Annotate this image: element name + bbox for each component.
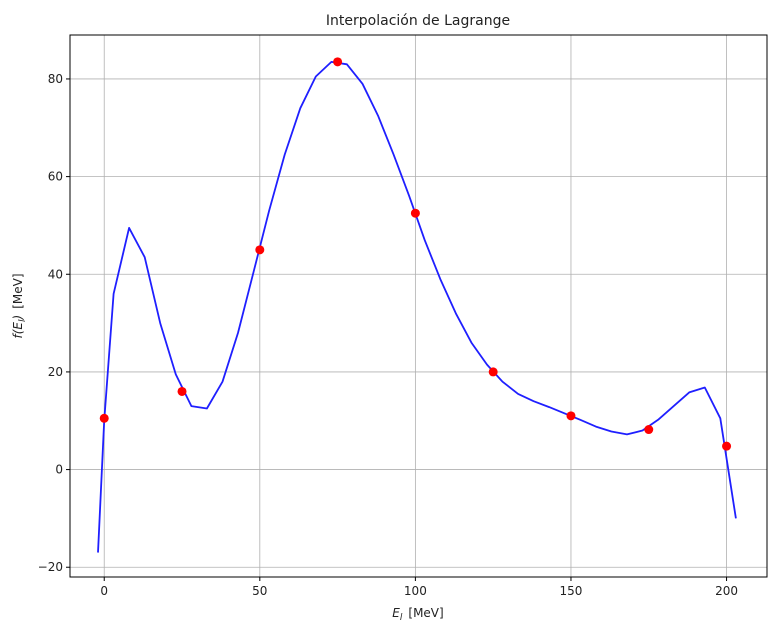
x-axis-label-unit: [MeV] <box>408 606 443 620</box>
data-point <box>488 367 498 377</box>
data-point <box>644 425 654 435</box>
y-axis-label-unit: [MeV] <box>11 273 25 308</box>
series-points <box>99 57 732 451</box>
y-axis-label-close: ) <box>11 315 25 321</box>
y-tick-label: −20 <box>38 560 63 574</box>
x-axis-label: El [MeV] <box>392 606 443 623</box>
x-tick-label: 150 <box>560 584 583 598</box>
data-point <box>722 441 732 451</box>
y-tick-label: 20 <box>48 365 63 379</box>
data-point <box>333 57 343 67</box>
x-tick-label: 200 <box>715 584 738 598</box>
data-point <box>566 411 576 421</box>
y-tick-label: 60 <box>48 170 63 184</box>
y-axis-label-func: f(E <box>11 322 25 339</box>
x-tick-label: 100 <box>404 584 427 598</box>
x-tick-label: 0 <box>100 584 108 598</box>
data-point <box>99 413 109 423</box>
plot-background <box>70 35 767 577</box>
x-axis-label-main: E <box>392 606 400 620</box>
y-axis-label-sub: l <box>18 319 28 322</box>
data-point <box>177 386 187 396</box>
y-tick-label: 80 <box>48 72 63 86</box>
series-line <box>97 61 737 553</box>
x-axis-label-sub: l <box>400 613 403 623</box>
plot-frame <box>69 34 768 578</box>
y-tick-label: 0 <box>55 463 63 477</box>
interpolation-curve <box>97 61 737 553</box>
y-tick-label: 40 <box>48 267 63 281</box>
chart-title: Interpolación de Lagrange <box>326 13 510 29</box>
x-tick-label: 50 <box>252 584 267 598</box>
grid <box>70 35 767 577</box>
y-axis-label: f(El) [MeV] <box>11 273 28 338</box>
data-point <box>255 245 265 255</box>
ticks: 0 50 100 150 200 −20 0 20 40 60 80 <box>38 72 738 598</box>
data-point <box>410 208 420 218</box>
